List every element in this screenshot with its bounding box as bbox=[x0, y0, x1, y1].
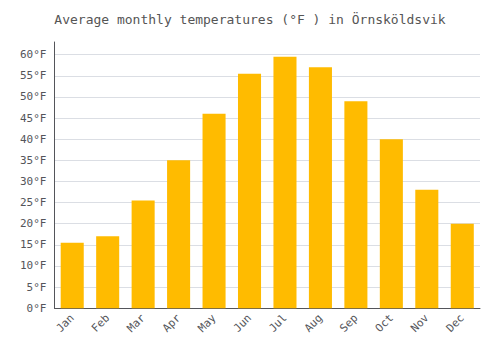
svg-text:55°F: 55°F bbox=[20, 69, 47, 82]
svg-text:Mar: Mar bbox=[125, 311, 148, 334]
svg-text:35°F: 35°F bbox=[20, 154, 47, 167]
svg-text:Jan: Jan bbox=[54, 312, 77, 335]
svg-text:45°F: 45°F bbox=[20, 112, 47, 125]
svg-text:30°F: 30°F bbox=[20, 175, 47, 188]
svg-text:Apr: Apr bbox=[160, 311, 183, 334]
svg-text:Nov: Nov bbox=[408, 311, 431, 334]
svg-text:Average monthly temperatures (: Average monthly temperatures (°F ) in Ör… bbox=[54, 11, 446, 27]
svg-text:25°F: 25°F bbox=[20, 196, 47, 209]
svg-text:50°F: 50°F bbox=[20, 90, 47, 103]
svg-text:Jun: Jun bbox=[231, 312, 254, 335]
svg-text:10°F: 10°F bbox=[20, 259, 47, 272]
svg-text:5°F: 5°F bbox=[27, 281, 47, 294]
svg-text:40°F: 40°F bbox=[20, 133, 47, 146]
svg-text:Jul: Jul bbox=[266, 312, 289, 335]
svg-text:20°F: 20°F bbox=[20, 217, 47, 230]
svg-text:0°F: 0°F bbox=[27, 302, 47, 315]
svg-text:60°F: 60°F bbox=[20, 48, 47, 61]
svg-text:Dec: Dec bbox=[444, 312, 467, 335]
svg-text:Feb: Feb bbox=[89, 312, 112, 335]
svg-text:Aug: Aug bbox=[302, 312, 325, 335]
svg-text:May: May bbox=[195, 311, 218, 334]
svg-text:Sep: Sep bbox=[337, 312, 360, 335]
svg-text:Oct: Oct bbox=[373, 312, 396, 335]
svg-text:15°F: 15°F bbox=[20, 238, 47, 251]
